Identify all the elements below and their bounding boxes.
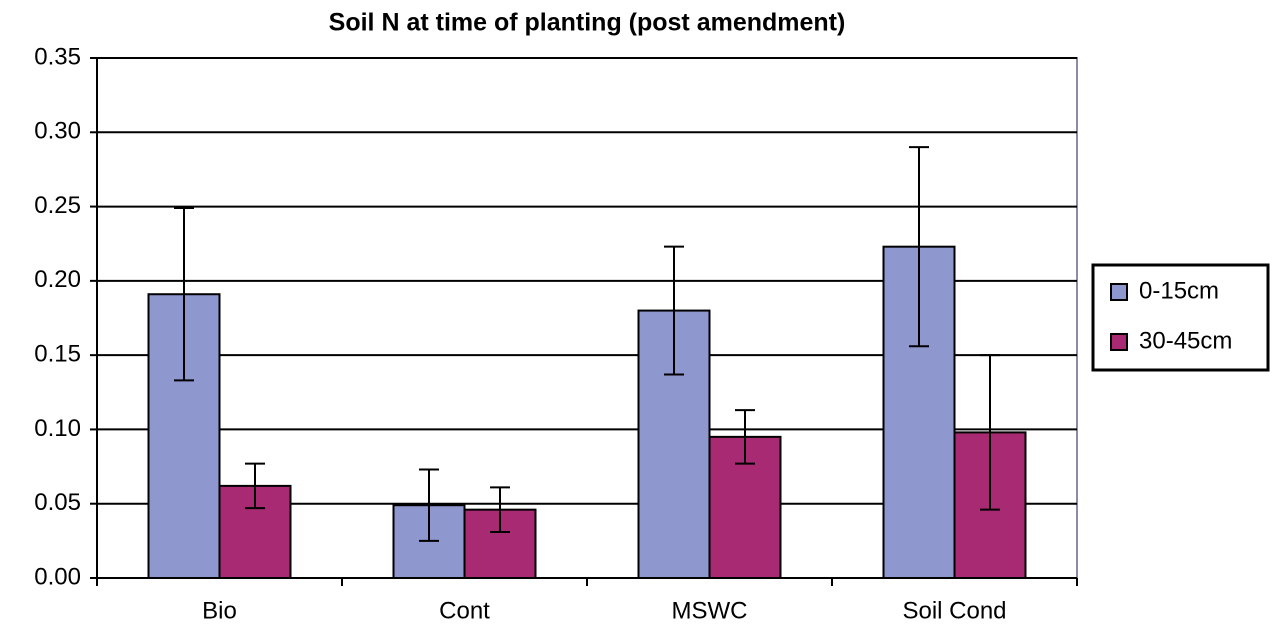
y-tick-label: 0.35 <box>34 43 81 70</box>
error-bar <box>490 486 510 533</box>
legend-swatch <box>1110 283 1128 301</box>
legend-swatch <box>1110 333 1128 351</box>
x-tick-label: Soil Cond <box>902 597 1006 624</box>
y-tick-label: 0.15 <box>34 340 81 367</box>
x-tick-label: MSWC <box>672 597 748 624</box>
y-tick-label: 0.30 <box>34 118 81 145</box>
legend-label: 30-45cm <box>1139 327 1232 354</box>
legend <box>1091 263 1270 372</box>
error-bar <box>909 146 929 348</box>
error-bar <box>664 245 684 376</box>
x-tick-label: Cont <box>439 597 490 624</box>
y-tick-label: 0.25 <box>34 192 81 219</box>
error-bar <box>419 468 439 542</box>
error-bar <box>980 354 1000 511</box>
legend-label: 0-15cm <box>1139 277 1219 304</box>
error-bar <box>245 462 265 510</box>
bar <box>218 484 292 579</box>
error-bar <box>735 409 755 465</box>
chart-title: Soil N at time of planting (post amendme… <box>329 9 846 37</box>
y-tick-label: 0.00 <box>34 563 81 590</box>
y-tick-label: 0.10 <box>34 415 81 442</box>
y-tick-label: 0.05 <box>34 489 81 516</box>
y-tick-label: 0.20 <box>34 266 81 293</box>
error-bar <box>174 207 194 382</box>
x-tick-label: Bio <box>202 597 237 624</box>
